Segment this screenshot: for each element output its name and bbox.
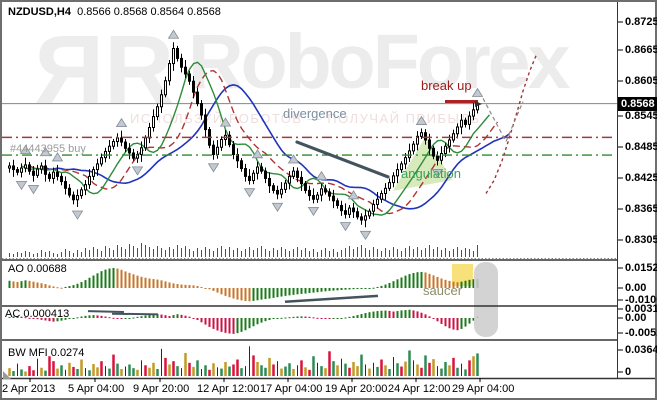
fractal-up-icon — [315, 170, 328, 181]
fractal-up-icon — [347, 190, 360, 200]
fractal-down-icon — [359, 230, 372, 241]
fractal-up-icon — [115, 117, 128, 128]
fractal-up-icon — [251, 149, 264, 159]
fractal-down-icon — [131, 166, 144, 176]
watermark-slogan: ИСПОЛЬЗУЙ РОБОТОВ — ПОЛУЧАЙ ПРИБЫЛЬ — [130, 111, 481, 126]
ac-divergence-line-1 — [87, 310, 125, 314]
fractal-up-icon — [39, 146, 52, 157]
watermark: RR RoboForex ИСПОЛЬЗУЙ РОБОТОВ — ПОЛУЧАЙ… — [56, 15, 570, 126]
alligator-teeth-line — [29, 69, 499, 215]
alligator-jaw-line — [41, 83, 510, 210]
fractal-down-icon — [431, 169, 444, 179]
fractal-down-icon — [207, 163, 220, 173]
fractal-up-icon — [51, 152, 64, 162]
ao-divergence-line — [284, 294, 379, 304]
fractal-down-icon — [15, 181, 28, 191]
fractal-down-icon — [243, 188, 256, 198]
fractal-up-icon — [415, 115, 428, 125]
saucer-highlight-yellow — [452, 264, 473, 286]
saucer-highlight-gray — [474, 262, 498, 337]
fractal-up-icon — [471, 87, 484, 97]
fractal-up-icon — [19, 144, 32, 155]
forecast-gray-zigzag — [482, 98, 524, 143]
fractal-down-icon — [339, 222, 352, 232]
fractal-up-icon — [219, 117, 232, 127]
fractal-down-icon — [271, 202, 284, 212]
fractal-up-icon — [287, 154, 300, 164]
fractal-down-icon — [307, 206, 320, 217]
price-divergence-line — [295, 140, 390, 179]
alligator-lips-line — [21, 61, 491, 216]
price-line-arrow-icon — [475, 101, 482, 107]
fractal-up-icon — [167, 29, 180, 39]
fractal-down-icon — [71, 210, 84, 220]
watermark-brand: RoboForex — [188, 19, 570, 105]
scroll-end-arrow-icon — [3, 371, 11, 379]
ac-divergence-line-2 — [111, 312, 159, 316]
forecast-up-curve — [485, 55, 537, 194]
fractal-down-icon — [27, 185, 40, 195]
